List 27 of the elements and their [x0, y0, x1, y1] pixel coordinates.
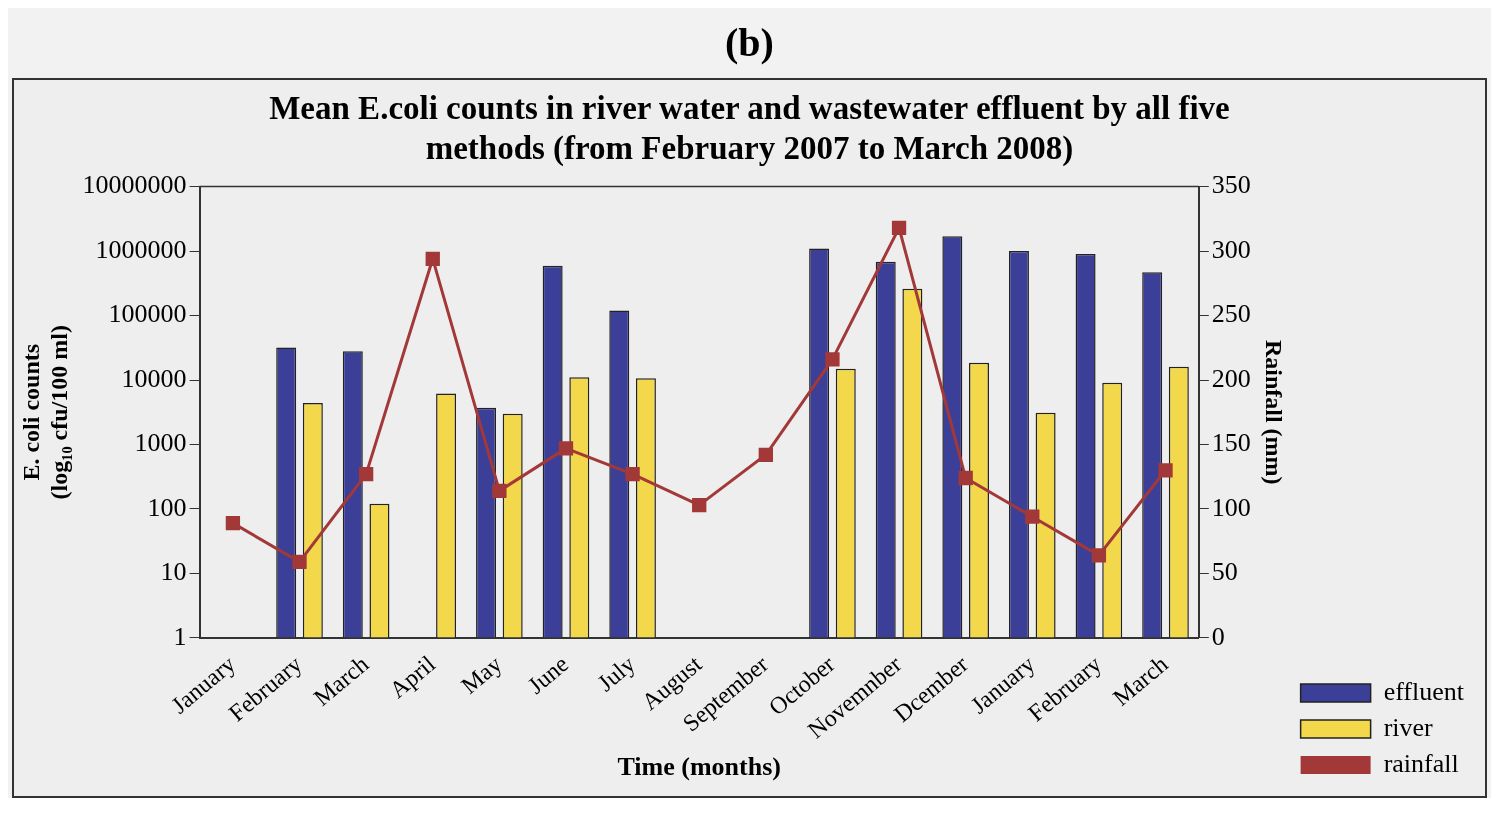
y2-tick-label: 350: [1211, 170, 1251, 200]
y2-tick-label: 200: [1211, 363, 1251, 393]
y-axis-title: E. coli counts (log₁₀ cfu/100 ml): [17, 325, 73, 500]
x-axis-title: Time (months): [617, 752, 781, 782]
y2-tick-label: 250: [1211, 299, 1251, 329]
legend-label: rainfall: [1383, 748, 1459, 778]
y2-tick-label: 150: [1211, 428, 1251, 458]
y-tick-label: 1000: [134, 428, 187, 458]
y-tick-label: 10: [160, 557, 187, 587]
y-tick-label: 10000000: [82, 170, 187, 200]
text: (b): [724, 19, 775, 67]
y-tick-label: 10000: [121, 363, 187, 393]
y-tick-label: 1: [173, 621, 187, 651]
legend-label: river: [1383, 712, 1434, 742]
legend-label: effluent: [1383, 676, 1465, 706]
y-tick-label: 100: [147, 492, 187, 522]
x-tick-label: June: [522, 650, 574, 699]
chart-title: Mean E.coli counts in river water and wastewater effluent by all five methods (from February 2007 to March 2008): [268, 89, 1231, 168]
y2-tick-label: 100: [1211, 492, 1251, 522]
y2-tick-label: 300: [1211, 234, 1251, 264]
x-tick-label: July: [592, 650, 640, 697]
y2-tick-label: 0: [1211, 621, 1225, 651]
x-tick-label: May: [456, 650, 507, 699]
y-tick-label: 100000: [108, 299, 187, 329]
y-tick-label: 1000000: [95, 234, 187, 264]
y2-tick-label: 50: [1211, 557, 1238, 587]
y2-axis-title: Rainfall (mm): [1261, 339, 1288, 485]
